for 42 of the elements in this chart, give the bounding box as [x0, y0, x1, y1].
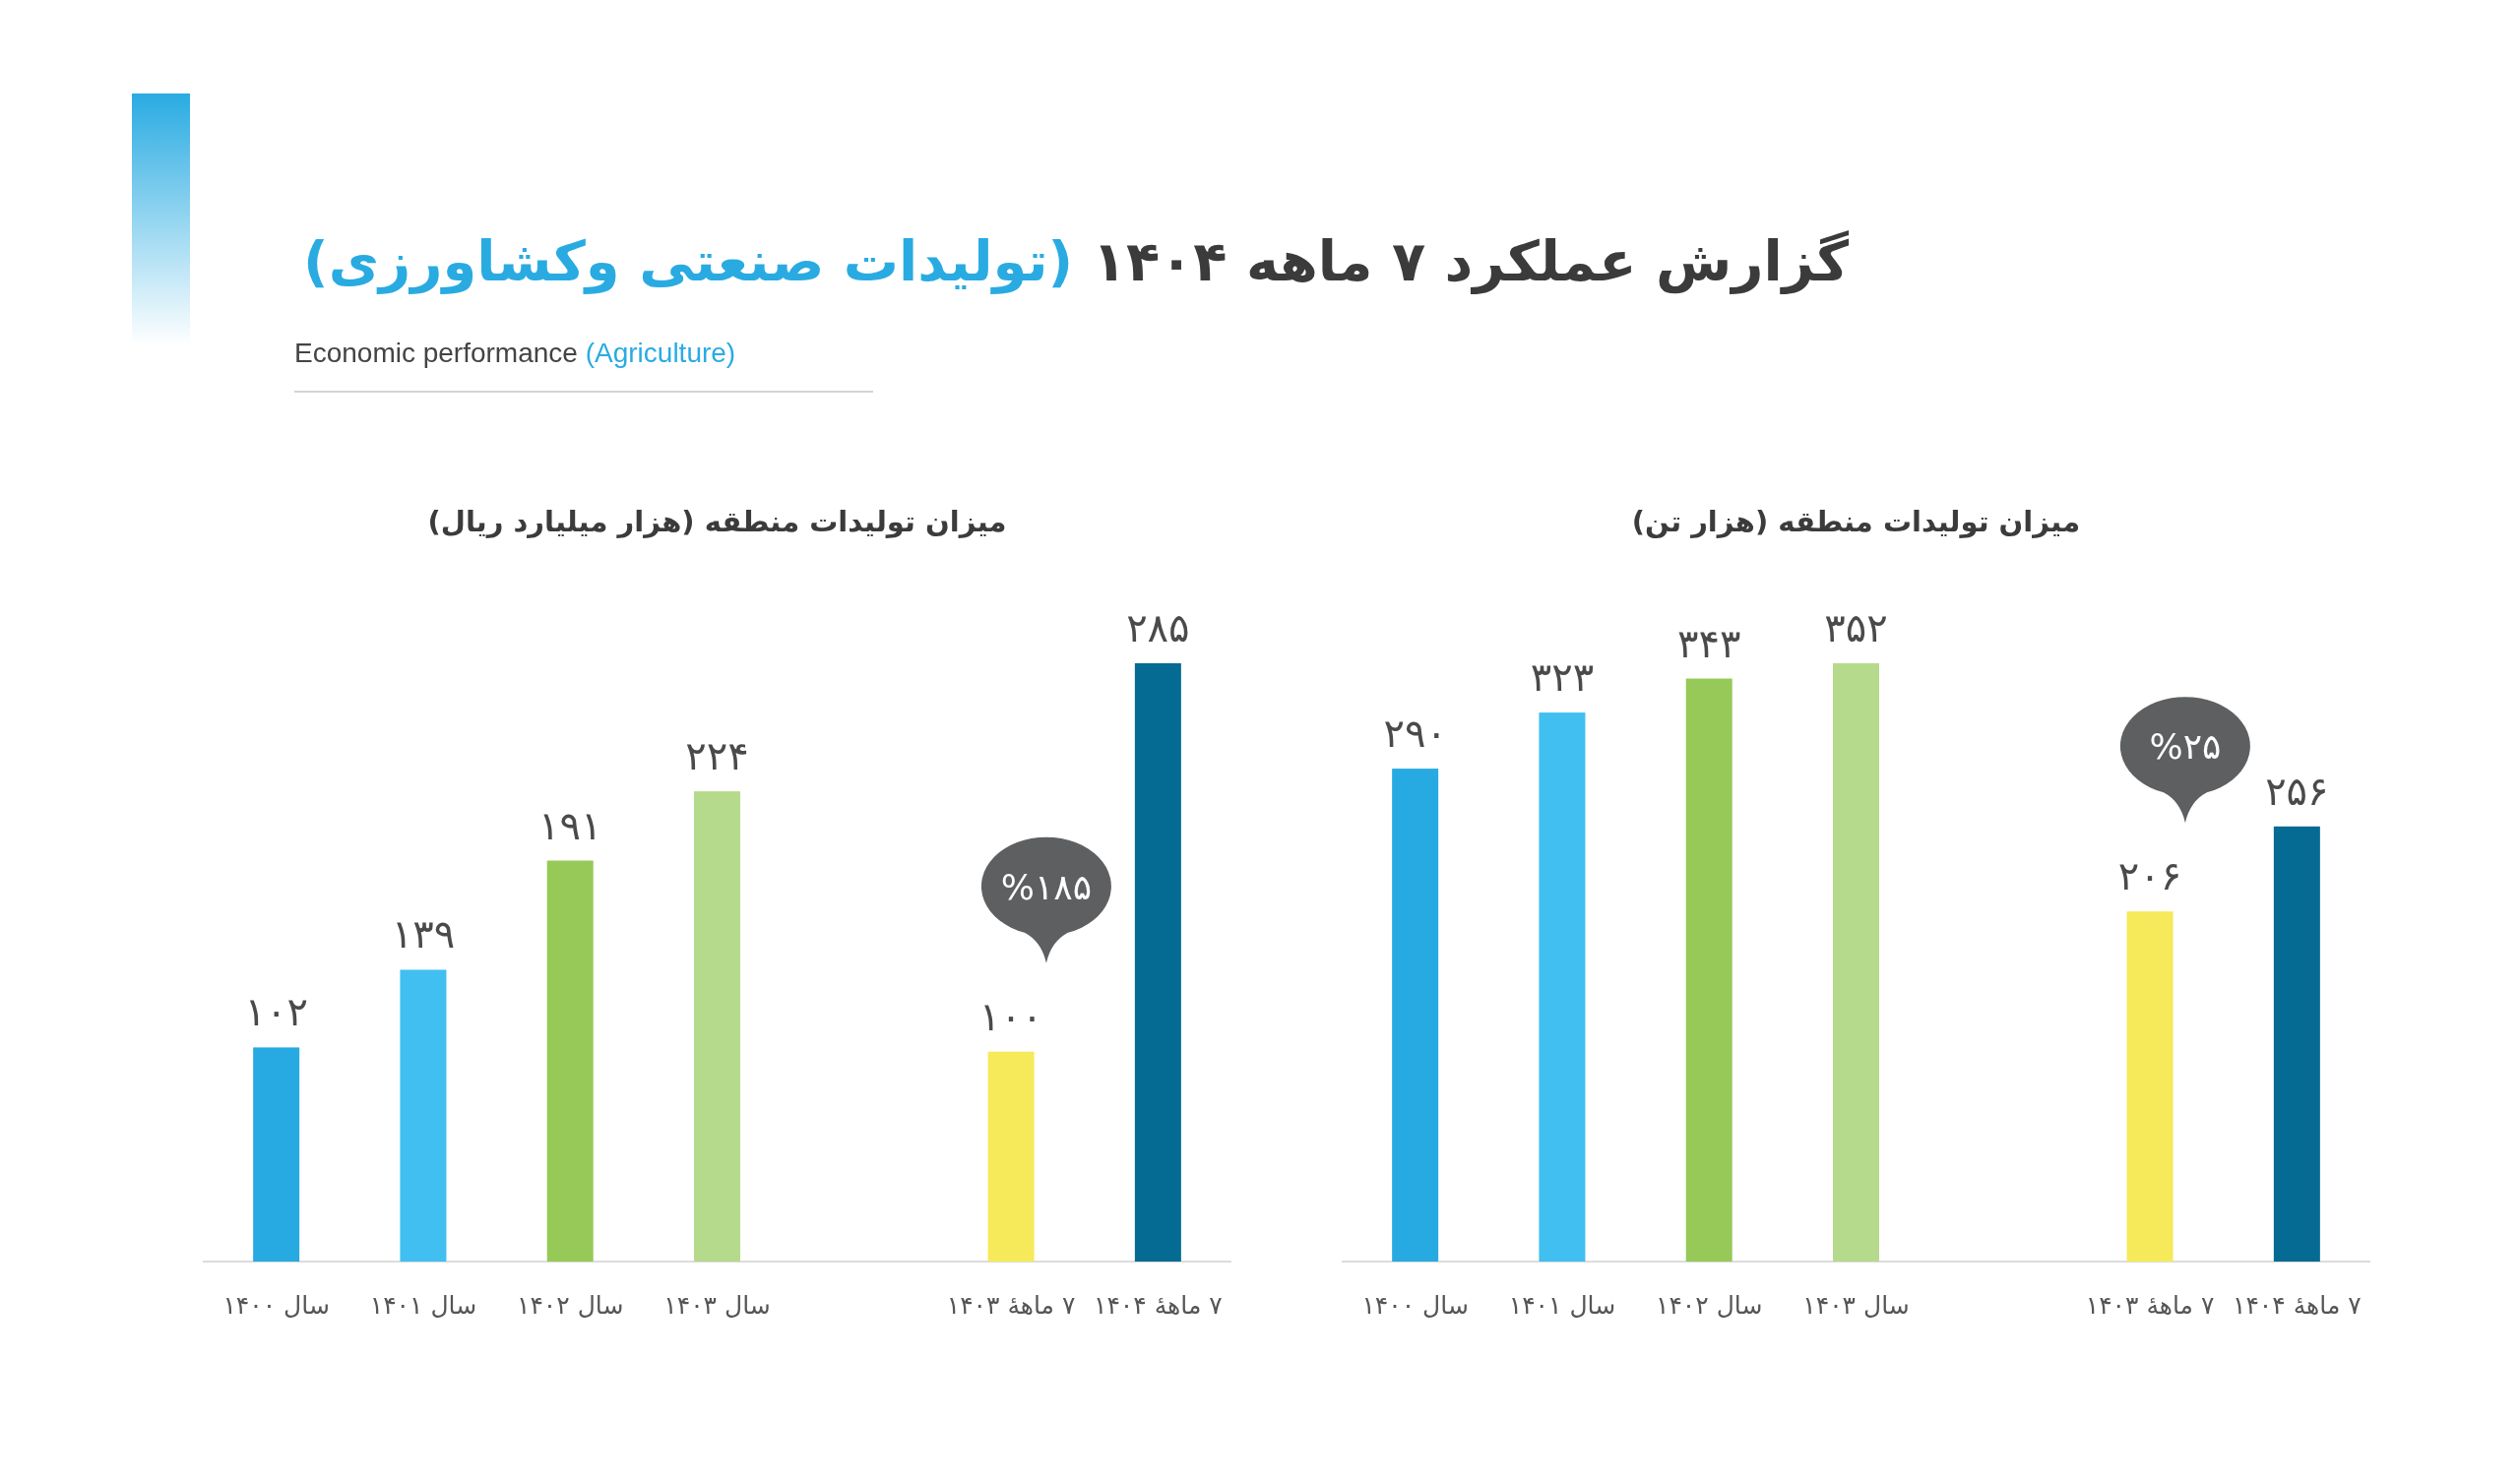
x-tick-label: سال ۱۴۰۳ [663, 1291, 771, 1320]
data-label: ۲۸۵ [1126, 605, 1190, 650]
data-label: ۱۰۲ [244, 989, 308, 1035]
text: گزارش عملکرد ۷ ماهه ۱۴۰۴ (تولیدات صنعتی وکشاورزی) [303, 229, 1850, 294]
chart-title: میزان تولیدات منطقه (هزار تن) [1631, 505, 2081, 538]
bar [1539, 712, 1586, 1262]
text: Economic performance (Agriculture) [294, 338, 736, 368]
bar [2273, 826, 2320, 1262]
bar [400, 969, 447, 1262]
data-label: ۲۰۶ [2117, 853, 2182, 899]
x-tick-label: سال ۱۴۰۱ [1508, 1291, 1616, 1320]
x-tick-label: ۷ ماههٔ ۱۴۰۴ [1094, 1291, 1223, 1320]
bar [694, 791, 740, 1262]
data-label: ۲۵۶ [2265, 768, 2329, 814]
annotation: %۱۸۵ [1000, 866, 1093, 907]
bar [1392, 769, 1439, 1262]
x-tick-label: سال ۱۴۰۰ [222, 1291, 330, 1320]
bar [253, 1047, 300, 1262]
x-tick-label: ۷ ماههٔ ۱۴۰۳ [946, 1291, 1076, 1320]
data-label: ۱۹۱ [537, 802, 602, 848]
data-label: ۲۹۰ [1383, 710, 1447, 757]
data-label: ۳۴۳ [1676, 620, 1741, 666]
x-tick-label: سال ۱۴۰۱ [369, 1291, 477, 1320]
bar [2126, 911, 2174, 1262]
data-label: ۳۲۳ [1530, 654, 1595, 701]
bar [546, 860, 594, 1262]
x-tick-label: سال ۱۴۰۳ [1802, 1291, 1910, 1320]
bar [1685, 678, 1732, 1262]
data-label: ۳۵۲ [1824, 605, 1888, 650]
chart-title: میزان تولیدات منطقه (هزار میلیارد ریال) [427, 505, 1007, 538]
bar [1134, 663, 1181, 1262]
x-tick-label: ۷ ماههٔ ۱۴۰۴ [2233, 1291, 2362, 1320]
bar [1833, 663, 1879, 1262]
data-label: ۲۲۴ [685, 733, 749, 779]
annotation: %۲۵ [2149, 726, 2222, 768]
x-tick-label: سال ۱۴۰۲ [1656, 1291, 1763, 1320]
data-label: ۱۰۰ [978, 993, 1043, 1039]
x-tick-label: سال ۱۴۰۲ [517, 1291, 624, 1320]
x-tick-label: سال ۱۴۰۰ [1361, 1291, 1469, 1320]
x-tick-label: ۷ ماههٔ ۱۴۰۳ [2085, 1291, 2215, 1320]
data-label: ۱۳۹ [391, 911, 456, 957]
bar [987, 1051, 1035, 1262]
